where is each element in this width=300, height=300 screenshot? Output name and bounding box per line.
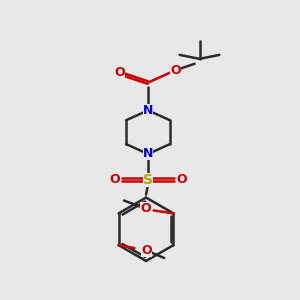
Text: O: O (114, 66, 124, 79)
Text: N: N (143, 104, 153, 117)
Text: O: O (170, 64, 181, 77)
Text: O: O (141, 244, 152, 256)
Text: O: O (140, 202, 151, 215)
Text: S: S (143, 173, 153, 187)
Text: O: O (109, 173, 120, 186)
Text: O: O (176, 173, 187, 186)
Text: N: N (143, 148, 153, 160)
